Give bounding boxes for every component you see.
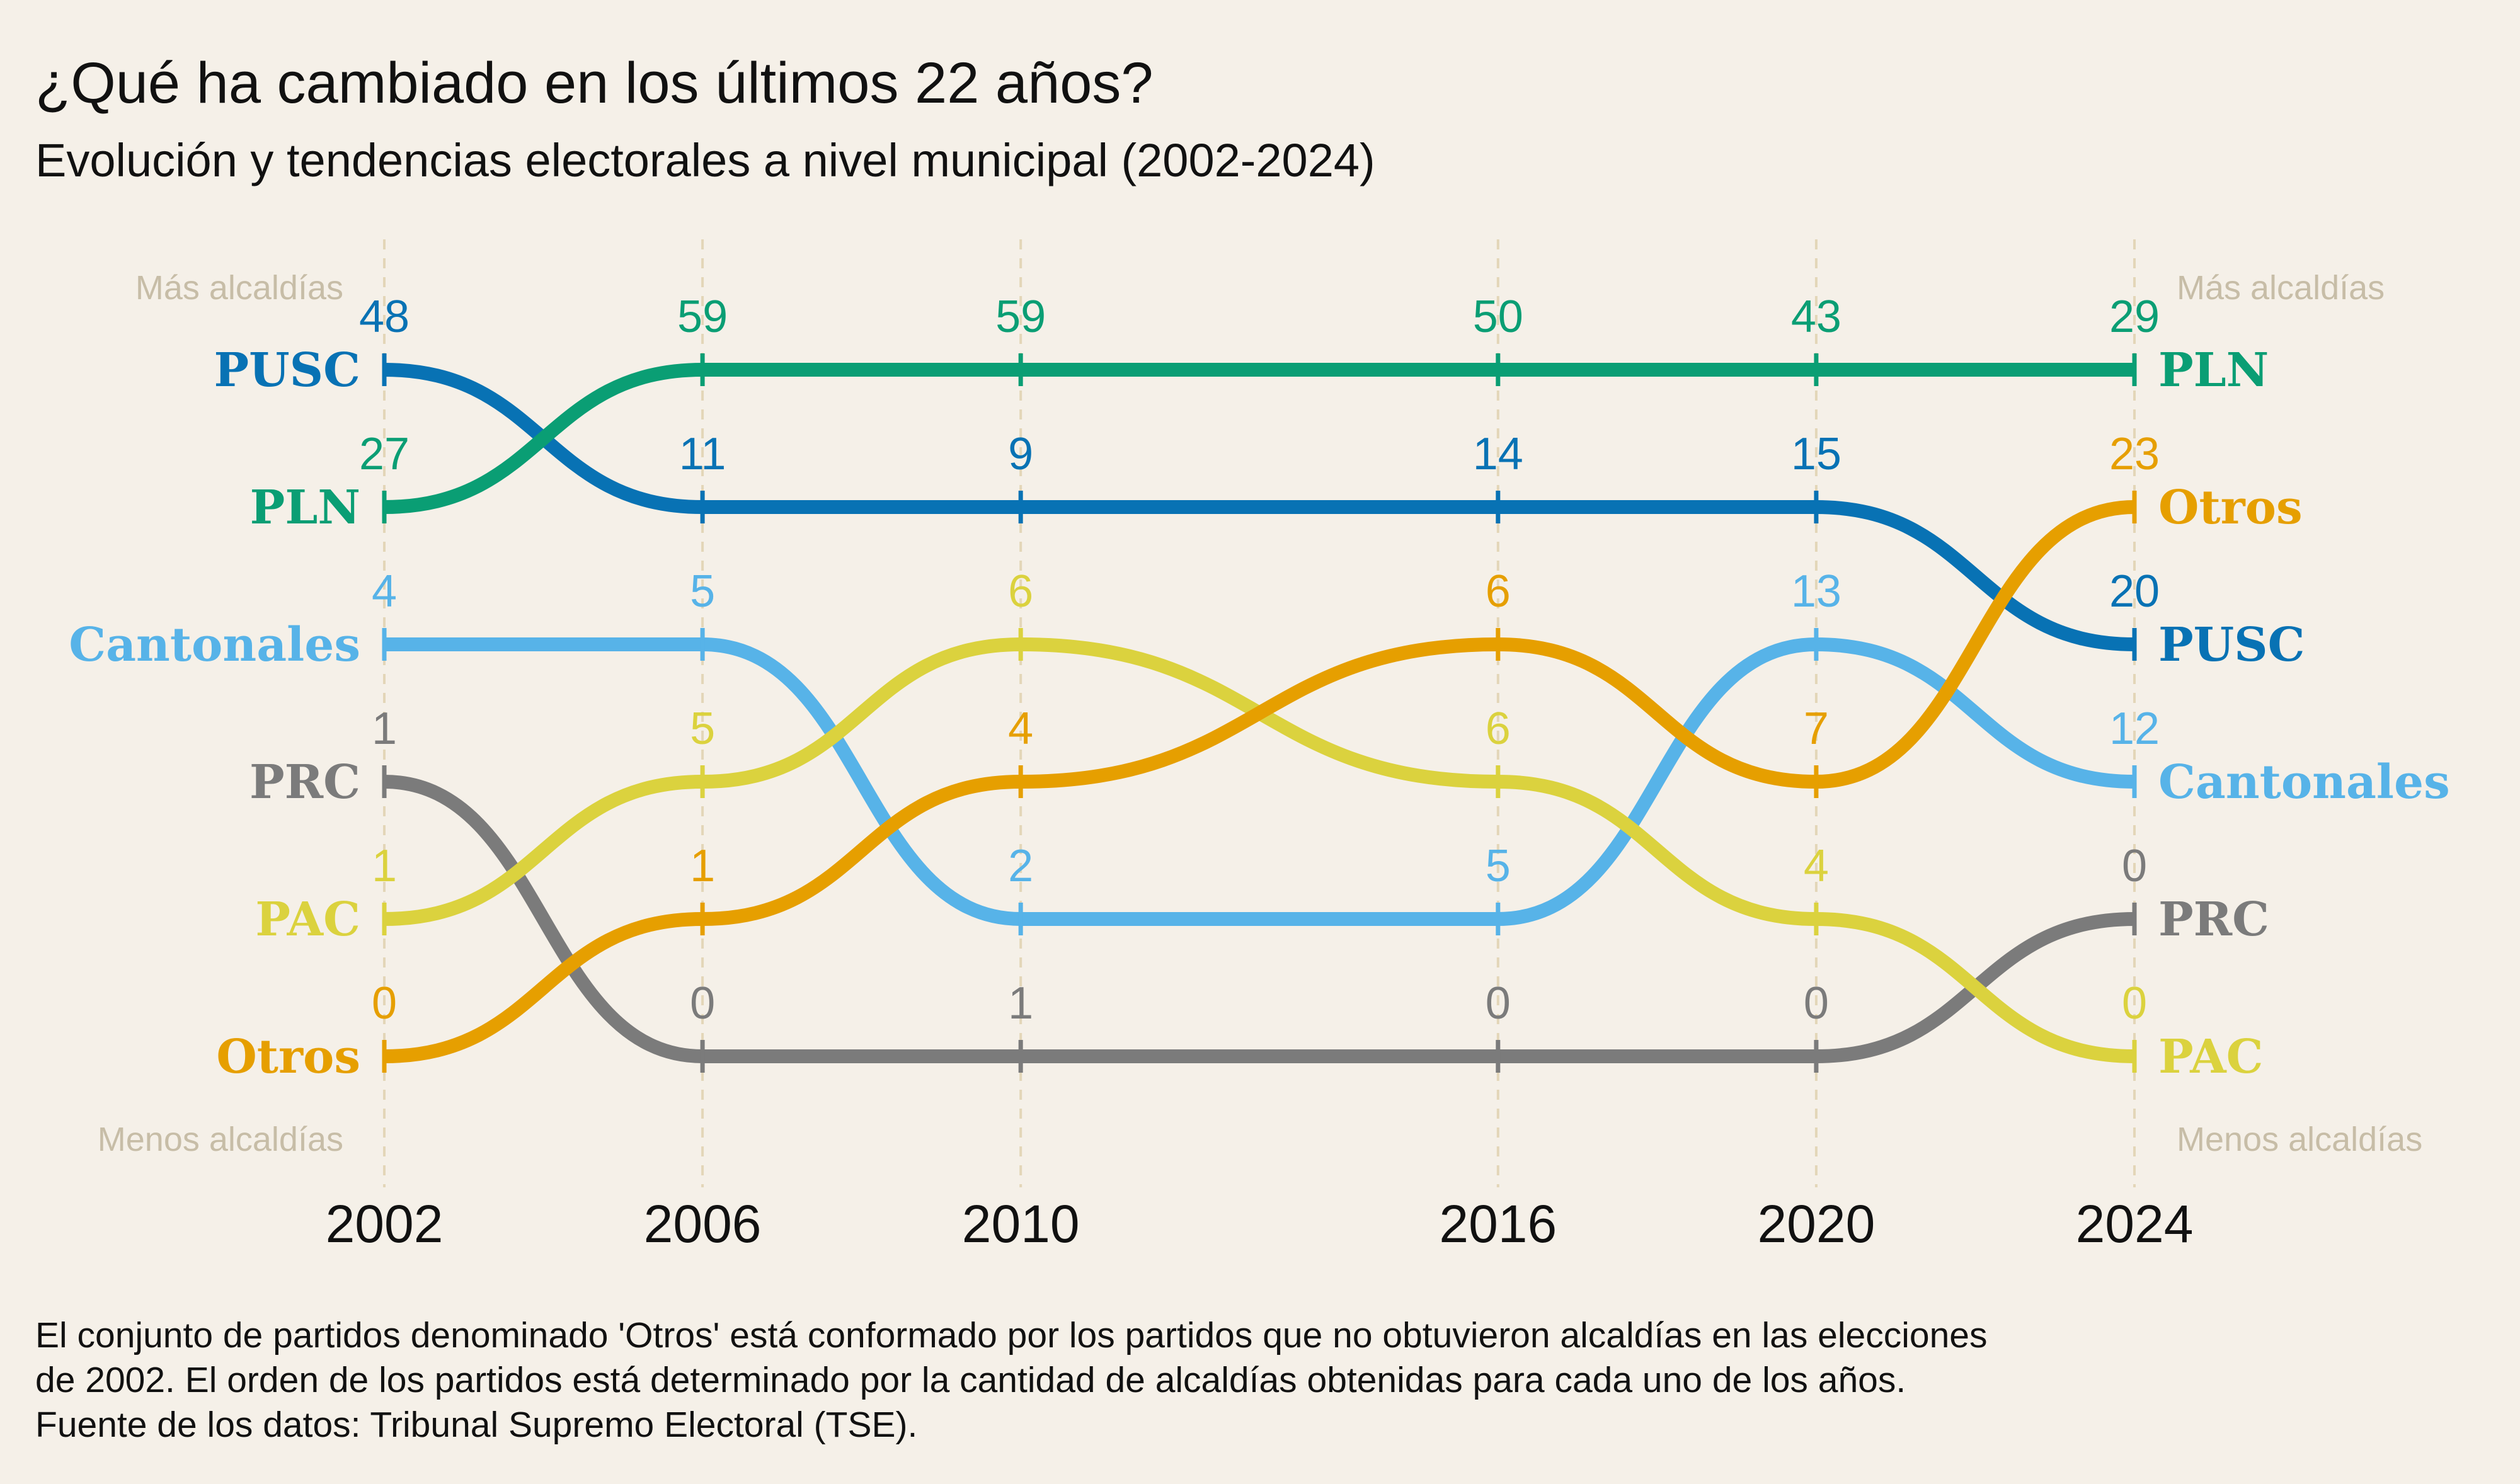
data-label-otros-2024: 23 <box>2109 429 2160 479</box>
data-label-pln-2006: 59 <box>677 292 728 342</box>
footnote-line-1: El conjunto de partidos denominado 'Otro… <box>35 1315 1988 1356</box>
data-label-otros-2010: 4 <box>1008 704 1033 754</box>
series-line-prc <box>384 775 2135 1064</box>
data-label-pln-2016: 50 <box>1473 292 1523 342</box>
footnote-line-2: de 2002. El orden de los partidos está d… <box>35 1360 1906 1400</box>
x-tick-label-2006: 2006 <box>644 1194 762 1253</box>
data-label-cantonales-2010: 2 <box>1008 841 1033 891</box>
data-label-prc-2024: 0 <box>2122 841 2147 891</box>
x-tick-label-2020: 2020 <box>1757 1194 1875 1253</box>
data-label-prc-2016: 0 <box>1486 978 1511 1029</box>
footnote: El conjunto de partidos denominado 'Otro… <box>35 1313 2442 1447</box>
series-label-right-pac: PAC <box>2158 1030 2264 1084</box>
data-label-pac-2024: 0 <box>2122 978 2147 1029</box>
data-label-pac-2020: 4 <box>1804 841 1829 891</box>
data-label-cantonales-2016: 5 <box>1486 841 1511 891</box>
data-label-pac-2006: 5 <box>690 704 715 754</box>
data-label-cantonales-2002: 4 <box>372 566 397 617</box>
x-tick-label-2016: 2016 <box>1439 1194 1557 1253</box>
series-label-left-otros: Otros <box>216 1030 360 1084</box>
footnote-line-3: Fuente de los datos: Tribunal Supremo El… <box>35 1405 918 1445</box>
x-tick-label-2010: 2010 <box>962 1194 1080 1253</box>
series-label-right-cantonales: Cantonales <box>2158 755 2450 809</box>
series-label-left-pusc: PUSC <box>214 343 360 397</box>
x-tick-label-2002: 2002 <box>326 1194 444 1253</box>
series-label-right-otros: Otros <box>2158 481 2303 535</box>
series-line-pusc <box>384 363 2135 651</box>
data-label-pusc-2006: 11 <box>679 429 726 479</box>
data-label-pln-2024: 29 <box>2109 292 2160 342</box>
data-label-pac-2016: 6 <box>1486 704 1511 754</box>
data-label-pac-2002: 1 <box>372 841 397 891</box>
series-lines <box>384 362 2135 1064</box>
data-label-pusc-2024: 20 <box>2109 566 2160 617</box>
grid-layer <box>383 239 2136 1187</box>
series-label-right-prc: PRC <box>2158 893 2269 947</box>
series-line-otros <box>384 500 2135 1063</box>
data-label-pusc-2010: 9 <box>1008 429 1033 479</box>
data-label-prc-2002: 1 <box>372 704 397 754</box>
point-ticks <box>382 353 2137 1073</box>
chart-subtitle: Evolución y tendencias electorales a niv… <box>35 134 1375 186</box>
series-line-pln <box>384 362 2134 514</box>
data-label-pac-2010: 6 <box>1008 566 1033 617</box>
chart-title: ¿Qué ha cambiado en los últimos 22 años? <box>35 51 1154 115</box>
axis-top-label-left: Más alcaldías <box>135 269 343 307</box>
series-label-left-pln: PLN <box>250 481 360 535</box>
series-label-right-pln: PLN <box>2158 343 2269 397</box>
x-tick-label-2024: 2024 <box>2076 1194 2194 1253</box>
data-label-pln-2010: 59 <box>995 292 1046 342</box>
data-label-prc-2020: 0 <box>1804 978 1829 1029</box>
data-label-otros-2002: 0 <box>372 978 397 1029</box>
data-label-cantonales-2006: 5 <box>690 566 715 617</box>
series-label-left-pac: PAC <box>255 893 360 947</box>
data-label-prc-2010: 1 <box>1008 978 1033 1029</box>
series-label-left-cantonales: Cantonales <box>69 618 360 672</box>
data-label-otros-2006: 1 <box>690 841 715 891</box>
data-label-pln-2020: 43 <box>1791 292 1841 342</box>
data-label-cantonales-2020: 13 <box>1791 566 1841 617</box>
series-label-left-prc: PRC <box>249 755 360 809</box>
data-label-prc-2006: 0 <box>690 978 715 1029</box>
axis-top-label-right: Más alcaldías <box>2177 269 2385 307</box>
data-label-otros-2016: 6 <box>1486 566 1511 617</box>
data-label-pusc-2016: 14 <box>1473 429 1523 479</box>
axis-bottom-label-right: Menos alcaldías <box>2177 1121 2422 1158</box>
data-label-pusc-2002: 48 <box>359 292 410 342</box>
series-label-right-pusc: PUSC <box>2158 618 2305 672</box>
axis-bottom-label-left: Menos alcaldías <box>98 1121 343 1158</box>
data-label-otros-2020: 7 <box>1804 704 1829 754</box>
data-label-cantonales-2024: 12 <box>2109 704 2160 754</box>
data-label-pln-2002: 27 <box>359 429 410 479</box>
data-label-pusc-2020: 15 <box>1791 429 1841 479</box>
